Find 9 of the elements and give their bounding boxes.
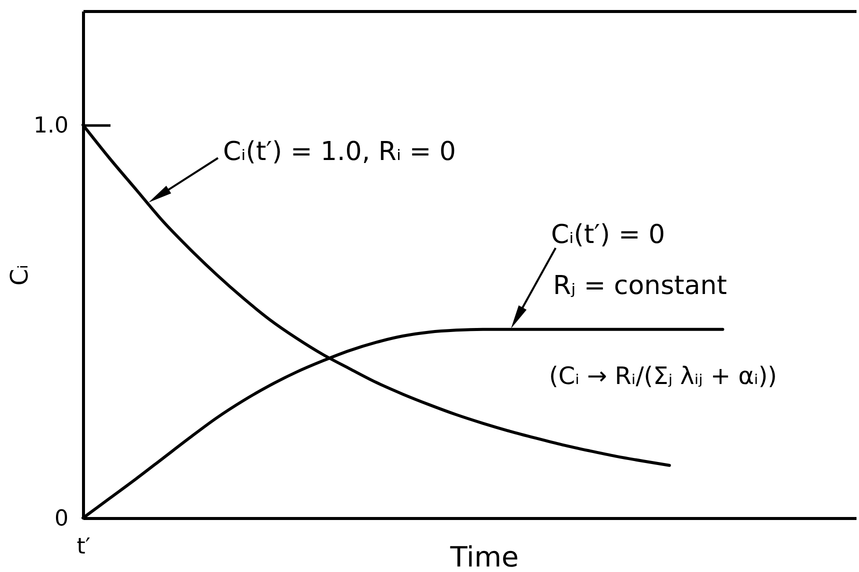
y-tick-label: 1.0 [34, 113, 68, 138]
annotation: Cᵢ(t′) = 1.0, Rᵢ = 0 [223, 137, 456, 167]
annotation: Cᵢ(t′) = 0 [551, 220, 666, 250]
x-tick-label: t′ [76, 534, 90, 560]
y-axis-title: Cᵢ [6, 264, 34, 286]
annotation: (Cᵢ → Rᵢ/(Σⱼ λᵢⱼ + αᵢ)) [548, 362, 778, 390]
x-axis-title: Time [449, 540, 519, 572]
annotation: Rⱼ = constant [553, 271, 727, 301]
y-tick-label: 0 [54, 506, 68, 532]
